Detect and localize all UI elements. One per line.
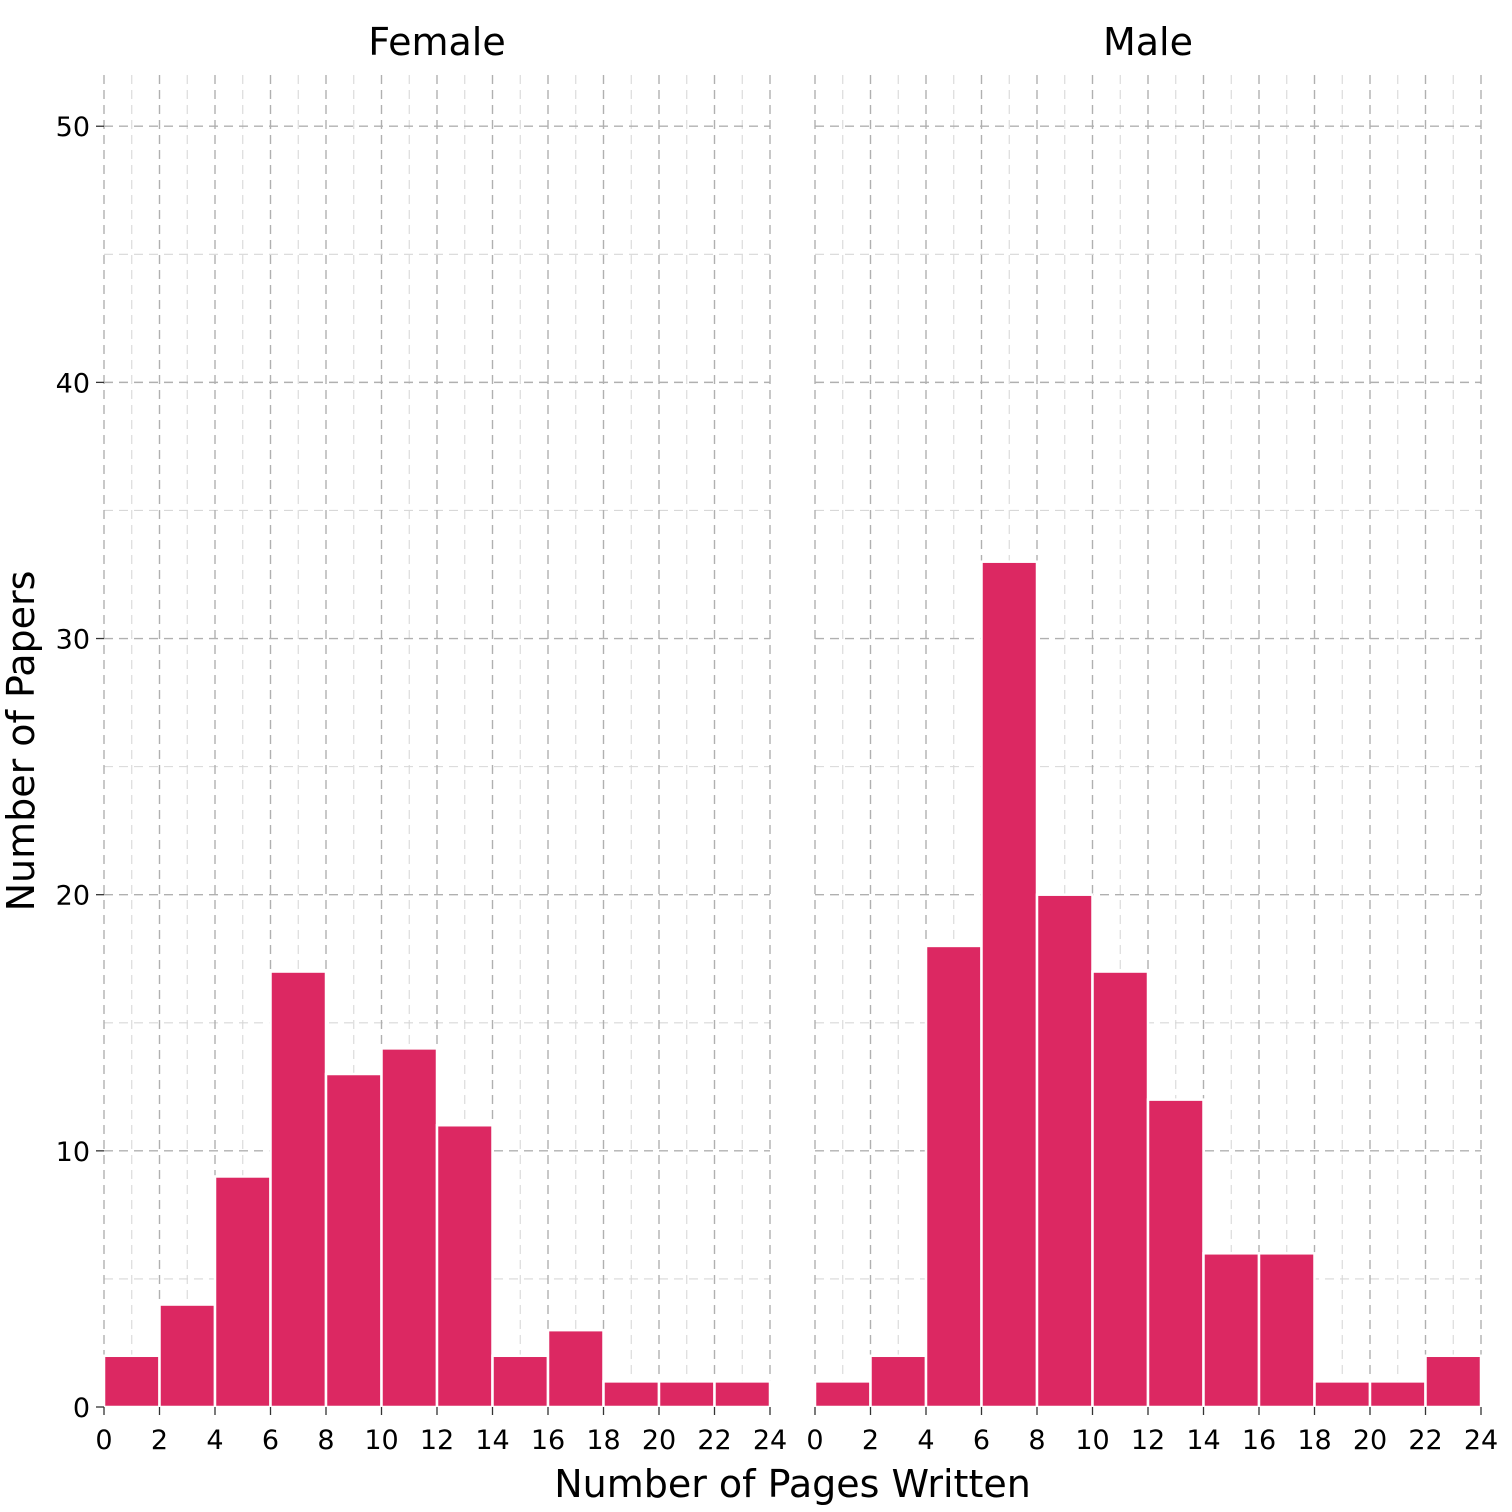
histogram-bar[interactable] <box>602 1380 661 1409</box>
x-tick-label: 18 <box>586 1425 620 1456</box>
y-tick-label: 0 <box>73 1393 90 1424</box>
histogram-bar[interactable] <box>657 1380 716 1409</box>
x-tick-label: 8 <box>1028 1425 1045 1456</box>
histogram-bar[interactable] <box>1257 1252 1316 1409</box>
x-tick-label: 6 <box>973 1425 990 1456</box>
histogram-bar[interactable] <box>324 1072 383 1409</box>
y-tick-label: 30 <box>56 625 90 656</box>
x-tick-label: 12 <box>420 1425 454 1456</box>
x-tick-label: 22 <box>1408 1425 1442 1456</box>
x-tick-label: 0 <box>95 1425 112 1456</box>
y-axis-title: Number of Papers <box>0 571 43 912</box>
x-tick-label: 16 <box>1242 1425 1276 1456</box>
histogram-bar[interactable] <box>102 1354 161 1409</box>
histogram-bar[interactable] <box>213 1175 272 1409</box>
histogram-bar[interactable] <box>1368 1380 1427 1409</box>
histogram-bar[interactable] <box>713 1380 772 1409</box>
histogram-bar[interactable] <box>813 1380 872 1409</box>
y-tick-label: 20 <box>56 881 90 912</box>
x-tick-label: 0 <box>806 1425 823 1456</box>
histogram-bar[interactable] <box>269 970 328 1409</box>
histogram-bar[interactable] <box>1313 1380 1372 1409</box>
y-tick-label: 40 <box>56 368 90 399</box>
x-tick-label: 8 <box>317 1425 334 1456</box>
histogram-bar[interactable] <box>491 1354 550 1409</box>
histogram-bar[interactable] <box>869 1354 928 1409</box>
x-tick-label: 20 <box>1353 1425 1387 1456</box>
x-tick-label: 4 <box>917 1425 934 1456</box>
x-tick-label: 24 <box>753 1425 787 1456</box>
histogram-bar[interactable] <box>1146 1098 1205 1409</box>
x-axis-title: Number of Pages Written <box>554 1462 1031 1506</box>
x-tick-label: 2 <box>151 1425 168 1456</box>
histogram-bar[interactable] <box>435 1123 494 1409</box>
histogram-bar[interactable] <box>1035 893 1094 1409</box>
x-tick-label: 6 <box>262 1425 279 1456</box>
x-tick-label: 4 <box>206 1425 223 1456</box>
histogram-bar[interactable] <box>980 560 1039 1409</box>
x-tick-label: 10 <box>1075 1425 1109 1456</box>
x-tick-label: 2 <box>862 1425 879 1456</box>
x-tick-label: 14 <box>475 1425 509 1456</box>
x-tick-label: 20 <box>642 1425 676 1456</box>
x-tick-label: 16 <box>531 1425 565 1456</box>
x-tick-label: 18 <box>1297 1425 1331 1456</box>
histogram-bar[interactable] <box>380 1047 439 1409</box>
histogram-bar[interactable] <box>924 944 983 1409</box>
histogram-bar[interactable] <box>1424 1354 1483 1409</box>
histogram-bar[interactable] <box>158 1303 217 1409</box>
x-tick-label: 10 <box>364 1425 398 1456</box>
facet-label-female: Female <box>368 20 505 64</box>
histogram-bar[interactable] <box>546 1328 605 1409</box>
x-tick-label: 24 <box>1464 1425 1498 1456</box>
y-tick-label: 10 <box>56 1137 90 1168</box>
histogram-bar[interactable] <box>1091 970 1150 1409</box>
x-tick-label: 12 <box>1131 1425 1165 1456</box>
x-tick-label: 14 <box>1186 1425 1220 1456</box>
facet-label-male: Male <box>1103 20 1193 64</box>
histogram-bar[interactable] <box>1202 1252 1261 1409</box>
y-tick-label: 50 <box>56 112 90 143</box>
x-tick-label: 22 <box>697 1425 731 1456</box>
